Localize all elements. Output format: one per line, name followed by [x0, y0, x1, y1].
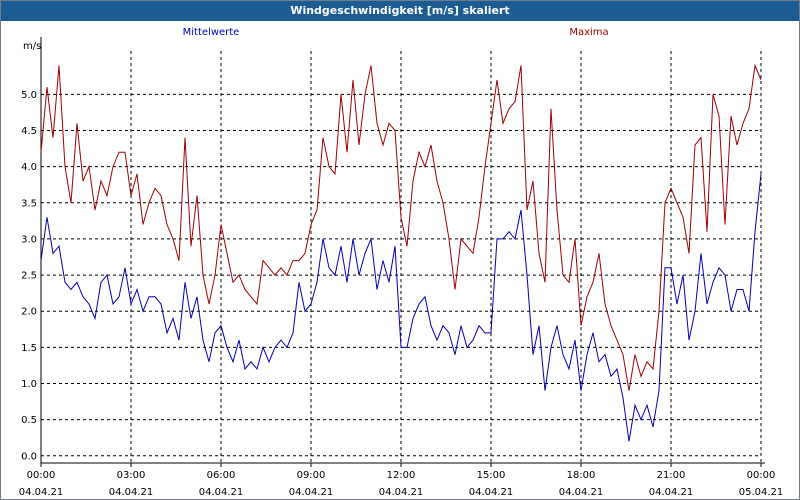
- x-tick-date-label: 04.04.21: [109, 487, 154, 498]
- y-tick-label: 4.0: [21, 162, 37, 173]
- y-tick-label: 2.0: [21, 307, 37, 318]
- y-tick-label: 5.0: [21, 90, 37, 101]
- legend-maxima: Maxima: [569, 27, 608, 38]
- y-axis-label: m/s: [23, 41, 41, 52]
- x-tick-time-label: 12:00: [387, 470, 416, 481]
- grid: [40, 51, 762, 463]
- x-tick-time-label: 00:00: [27, 470, 56, 481]
- series-line-mittelwerte: [40, 173, 762, 442]
- x-tick-date-label: 04.04.21: [199, 487, 244, 498]
- x-tick-date-label: 05.04.21: [739, 487, 784, 498]
- y-tick-label: 3.0: [21, 234, 37, 245]
- y-tick-label: 2.5: [21, 271, 37, 282]
- x-tick-time-label: 21:00: [657, 470, 686, 481]
- legend-mittelwerte: Mittelwerte: [183, 27, 240, 38]
- window-title: Windgeschwindigkeit [m/s] skaliert: [1, 1, 799, 21]
- x-tick-date-label: 04.04.21: [19, 487, 64, 498]
- plot-axes: [40, 37, 765, 467]
- x-tick-date-label: 04.04.21: [469, 487, 514, 498]
- x-tick-time-label: 09:00: [297, 470, 326, 481]
- y-tick-label: 1.5: [21, 343, 37, 354]
- chart-canvas: 0.0 0.5 1.0 1.5 2.0 2.5 3.0 3.5 4.0 4.5 5.0 00:00 04…: [19, 27, 784, 498]
- y-tick-label: 0.0: [21, 451, 37, 462]
- x-tick-date-label: 04.04.21: [649, 487, 694, 498]
- y-tick-label: 3.5: [21, 198, 37, 209]
- x-tick-date-label: 04.04.21: [289, 487, 334, 498]
- y-tick-label: 4.5: [21, 126, 37, 137]
- y-tick-label: 1.0: [21, 379, 37, 390]
- x-tick-time-label: 06:00: [207, 470, 236, 481]
- x-tick-date-label: 04.04.21: [379, 487, 424, 498]
- x-tick-time-label: 15:00: [477, 470, 506, 481]
- x-tick-time-label: 00:00: [747, 470, 776, 481]
- series-line-maxima: [40, 63, 762, 391]
- x-tick-time-label: 03:00: [117, 470, 146, 481]
- x-tick-time-label: 18:00: [567, 470, 596, 481]
- axis-labels: 0.0 0.5 1.0 1.5 2.0 2.5 3.0 3.5 4.0 4.5 5.0 00:00 04…: [19, 27, 784, 498]
- y-tick-label: 0.5: [21, 415, 37, 426]
- series-lines: [40, 63, 762, 442]
- x-tick-date-label: 04.04.21: [559, 487, 604, 498]
